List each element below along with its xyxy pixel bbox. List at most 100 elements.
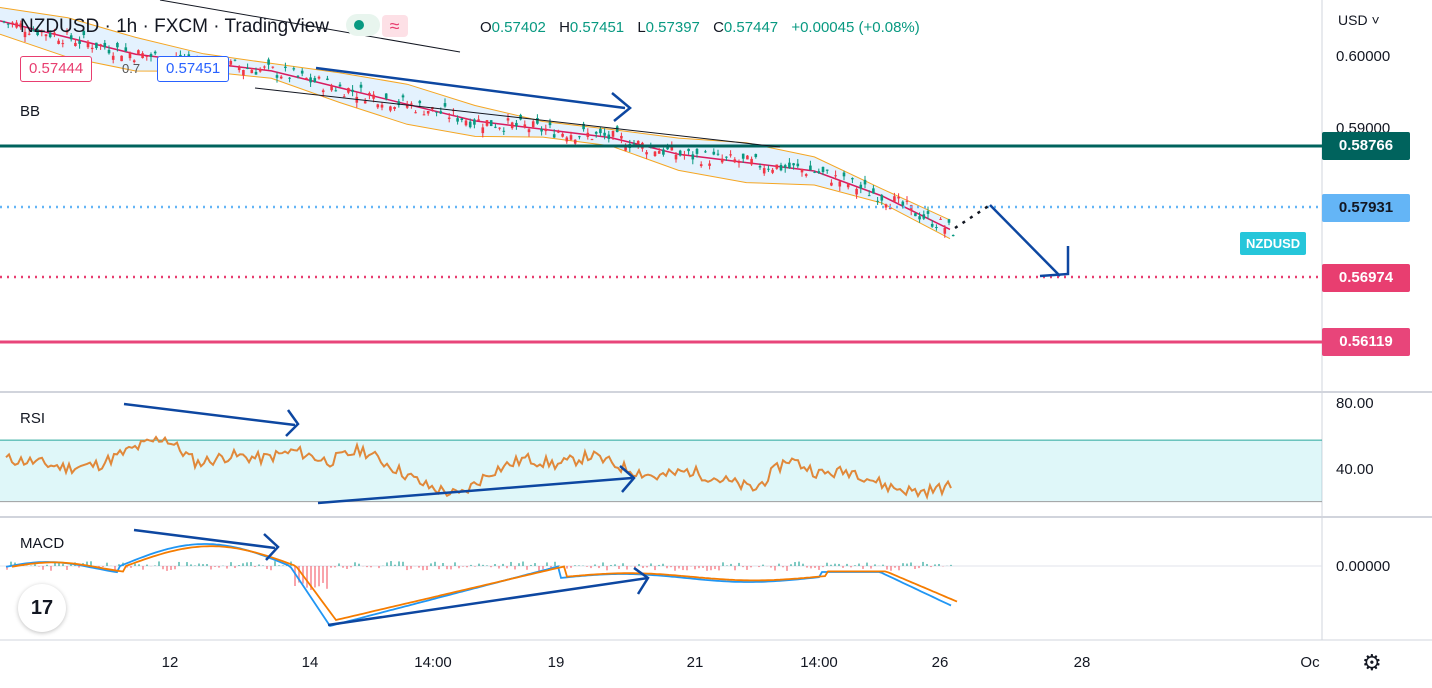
candle-body [880, 195, 884, 201]
macd-histogram-bar [278, 565, 280, 566]
candle-body [746, 155, 749, 160]
currency-selector[interactable]: USD ˅ [1338, 12, 1380, 28]
time-tick: 28 [1073, 654, 1091, 671]
candle-body [506, 118, 510, 121]
macd-histogram-bar [282, 565, 284, 566]
candle-body [872, 188, 875, 194]
compare-icon[interactable]: ≈ [381, 15, 408, 37]
projection-dotted [954, 203, 991, 230]
macd-indicator-label[interactable]: MACD [20, 535, 65, 552]
macd-histogram-bar [310, 566, 312, 590]
macd-histogram-bar [514, 566, 516, 570]
macd-histogram-bar [266, 566, 268, 570]
candle-body [582, 123, 585, 130]
candle-body [813, 171, 816, 173]
candle-body [670, 145, 674, 151]
macd-histogram-bar [874, 564, 876, 566]
candle-body [951, 234, 955, 237]
macd-histogram-bar [46, 564, 48, 566]
level-tag-resistance[interactable]: 0.58766 [1322, 132, 1410, 160]
close-value: 0.57447 [723, 19, 779, 36]
bb-upper-band [0, 7, 951, 221]
candle-body [502, 130, 506, 132]
candle-body [405, 104, 409, 108]
candle-body [351, 89, 354, 92]
symbol-name[interactable]: NZDUSD [20, 16, 100, 37]
macd-histogram-bar [842, 566, 844, 568]
candle-body [78, 40, 81, 44]
macd-histogram-bar [78, 566, 80, 568]
macd-histogram-bar [474, 566, 476, 567]
macd-histogram-bar [534, 563, 536, 566]
macd-histogram-bar [694, 566, 696, 570]
macd-histogram-bar [922, 561, 924, 566]
candle-body [695, 148, 699, 154]
macd-histogram-bar [390, 561, 392, 566]
candle-body [120, 55, 123, 62]
gear-icon[interactable]: ⚙ [1362, 650, 1382, 675]
candle-body [149, 54, 153, 57]
bb-indicator-label[interactable]: BB [20, 103, 41, 120]
macd-histogram-bar [522, 561, 524, 566]
candle-body [767, 168, 770, 170]
candle-body [11, 22, 14, 24]
candle-body [40, 30, 44, 33]
macd-histogram-bar [206, 564, 208, 566]
macd-histogram-bar [606, 566, 608, 571]
macd-histogram-bar [498, 566, 500, 569]
candle-body [796, 163, 800, 167]
interval[interactable]: 1h [116, 16, 138, 37]
macd-histogram-bar [782, 566, 784, 568]
buy-button[interactable]: 0.57451 [157, 56, 230, 82]
macd-histogram-bar [230, 562, 232, 566]
macd-histogram-bar [662, 563, 664, 566]
candle-body [2, 21, 6, 23]
macd-histogram-bar [666, 566, 668, 569]
level-tag-target[interactable]: 0.56974 [1322, 264, 1410, 292]
macd-histogram-bar [598, 566, 600, 569]
candle-body [15, 22, 18, 28]
macd-signal-line [11, 545, 958, 622]
macd-histogram-bar [6, 566, 8, 570]
macd-histogram-bar [366, 566, 368, 568]
candle-body [750, 158, 753, 165]
macd-histogram-bar [650, 563, 652, 566]
macd-histogram-bar [190, 564, 192, 566]
macd-histogram-bar [830, 564, 832, 566]
tradingview-logo-icon[interactable]: 17 [18, 584, 66, 632]
candle-body [426, 110, 430, 114]
macd-histogram-bar [674, 566, 676, 571]
level-tag-support[interactable]: 0.56119 [1322, 328, 1410, 356]
candle-body [624, 147, 627, 151]
candle-body [851, 178, 854, 180]
sell-button[interactable]: 0.57444 [20, 56, 93, 82]
macd-histogram-bar [706, 566, 708, 571]
macd-histogram-bar [818, 566, 820, 570]
candle-body [636, 140, 640, 145]
candle-body [288, 77, 291, 79]
macd-histogram-bar [762, 564, 764, 566]
macd-histogram-bar [258, 564, 260, 566]
close-label: C [713, 19, 724, 36]
candle-body [153, 51, 157, 54]
candle-body [859, 184, 863, 189]
candle-body [620, 135, 623, 139]
macd-histogram-bar [198, 563, 200, 566]
rsi-line [5, 435, 952, 501]
macd-histogram-bar [626, 566, 628, 570]
time-tick: 14:00 [800, 654, 838, 671]
time-tick: 19 [547, 654, 565, 671]
candle-body [733, 159, 737, 163]
macd-histogram-bar [274, 561, 276, 566]
candle-body [284, 66, 287, 69]
candle-body [771, 169, 774, 173]
candle-body [137, 50, 140, 55]
macd-histogram-bar [682, 566, 684, 571]
rsi-indicator-label[interactable]: RSI [20, 410, 46, 427]
candle-body [809, 165, 812, 171]
candle-body [468, 121, 472, 128]
level-tag-pivot[interactable]: 0.57931 [1322, 194, 1410, 222]
macd-histogram-bar [542, 566, 544, 570]
candle-body [510, 122, 514, 129]
